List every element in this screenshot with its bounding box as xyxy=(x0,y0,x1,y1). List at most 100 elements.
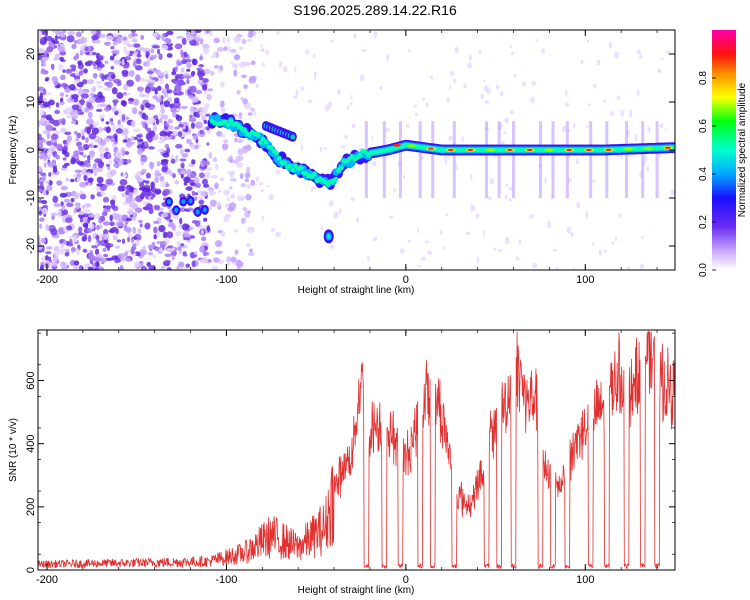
noise-blob xyxy=(250,107,255,112)
noise-blob xyxy=(87,235,92,243)
noise-blob xyxy=(138,219,143,224)
noise-blob xyxy=(190,71,195,77)
noise-blob xyxy=(110,122,114,126)
noise-blob xyxy=(127,208,134,212)
noise-blob xyxy=(475,213,480,219)
noise-blob xyxy=(261,47,265,52)
noise-blob xyxy=(70,178,75,183)
noise-blob xyxy=(102,247,107,253)
noise-blob xyxy=(149,130,156,138)
noise-blob xyxy=(114,213,123,221)
noise-blob xyxy=(109,214,113,222)
noise-blob xyxy=(147,146,155,150)
noise-blob xyxy=(162,212,169,218)
noise-blob xyxy=(96,253,102,258)
noise-blob xyxy=(88,144,93,148)
spectral-streak xyxy=(565,121,569,198)
noise-blob xyxy=(265,185,271,188)
noise-blob xyxy=(242,98,248,105)
noise-blob xyxy=(73,150,81,156)
noise-blob xyxy=(191,159,196,165)
noise-blob xyxy=(203,68,211,75)
noise-blob xyxy=(534,39,539,42)
noise-blob xyxy=(50,63,55,70)
noise-blob xyxy=(71,104,80,110)
noise-blob xyxy=(191,96,199,103)
noise-blob xyxy=(89,250,94,258)
ridge-blob xyxy=(255,132,261,138)
noise-blob xyxy=(198,199,205,205)
noise-blob xyxy=(109,117,114,123)
noise-blob xyxy=(166,30,174,36)
noise-blob xyxy=(82,143,89,148)
noise-blob xyxy=(108,243,114,248)
noise-blob xyxy=(294,66,297,74)
noise-blob xyxy=(191,220,198,224)
x-tick-label: 0 xyxy=(403,274,409,286)
noise-blob xyxy=(81,135,85,140)
noise-blob xyxy=(152,254,156,259)
y-tick-label: 600 xyxy=(25,371,37,389)
noise-blob xyxy=(206,225,211,232)
noise-blob xyxy=(139,248,147,256)
noise-blob xyxy=(247,112,253,116)
noise-blob xyxy=(504,194,508,200)
snr-frame xyxy=(37,329,676,571)
noise-blob xyxy=(202,161,211,166)
noise-blob xyxy=(208,30,213,37)
noise-blob xyxy=(241,217,247,224)
noise-blob xyxy=(171,254,175,261)
noise-blob xyxy=(125,226,132,233)
noise-blob xyxy=(327,101,333,109)
noise-blob xyxy=(79,181,87,188)
ridge-blob xyxy=(349,153,355,159)
noise-blob xyxy=(587,103,592,106)
noise-blob xyxy=(82,154,88,158)
noise-blob xyxy=(95,212,100,219)
noise-blob xyxy=(166,147,171,154)
noise-blob xyxy=(40,175,46,183)
noise-blob xyxy=(152,31,160,38)
noise-blob xyxy=(596,59,601,66)
noise-blob xyxy=(203,251,210,256)
noise-blob xyxy=(248,30,254,36)
noise-blob xyxy=(157,93,162,99)
noise-blob xyxy=(509,44,512,49)
noise-blob xyxy=(260,43,263,48)
noise-blob xyxy=(93,267,100,270)
noise-blob xyxy=(160,265,165,270)
noise-blob xyxy=(522,80,527,87)
noise-blob xyxy=(51,215,55,221)
noise-blob xyxy=(614,51,620,59)
noise-blob xyxy=(89,92,95,97)
noise-blob xyxy=(41,199,48,205)
noise-blob xyxy=(361,49,367,52)
noise-blob xyxy=(39,40,47,46)
noise-blob xyxy=(255,83,260,89)
noise-blob xyxy=(183,176,191,184)
noise-blob xyxy=(144,222,151,230)
noise-blob xyxy=(79,215,84,223)
noise-blob xyxy=(250,60,256,66)
noise-blob xyxy=(454,46,459,54)
spectral-streak xyxy=(512,121,516,198)
noise-blob xyxy=(199,37,204,45)
noise-blob xyxy=(319,146,323,153)
noise-blob xyxy=(101,211,106,217)
noise-blob xyxy=(96,176,104,184)
noise-blob xyxy=(113,234,118,241)
ridge-peak xyxy=(427,147,434,150)
noise-blob xyxy=(114,135,118,142)
noise-blob xyxy=(248,76,257,84)
spectral-streak xyxy=(625,121,629,198)
noise-blob xyxy=(333,212,339,219)
noise-blob xyxy=(178,123,184,128)
noise-blob xyxy=(38,237,41,245)
noise-blob xyxy=(218,68,222,73)
noise-blob xyxy=(105,178,114,185)
noise-blob xyxy=(174,66,179,71)
noise-blob xyxy=(51,37,55,42)
noise-blob xyxy=(403,175,406,179)
noise-blob xyxy=(201,236,207,242)
